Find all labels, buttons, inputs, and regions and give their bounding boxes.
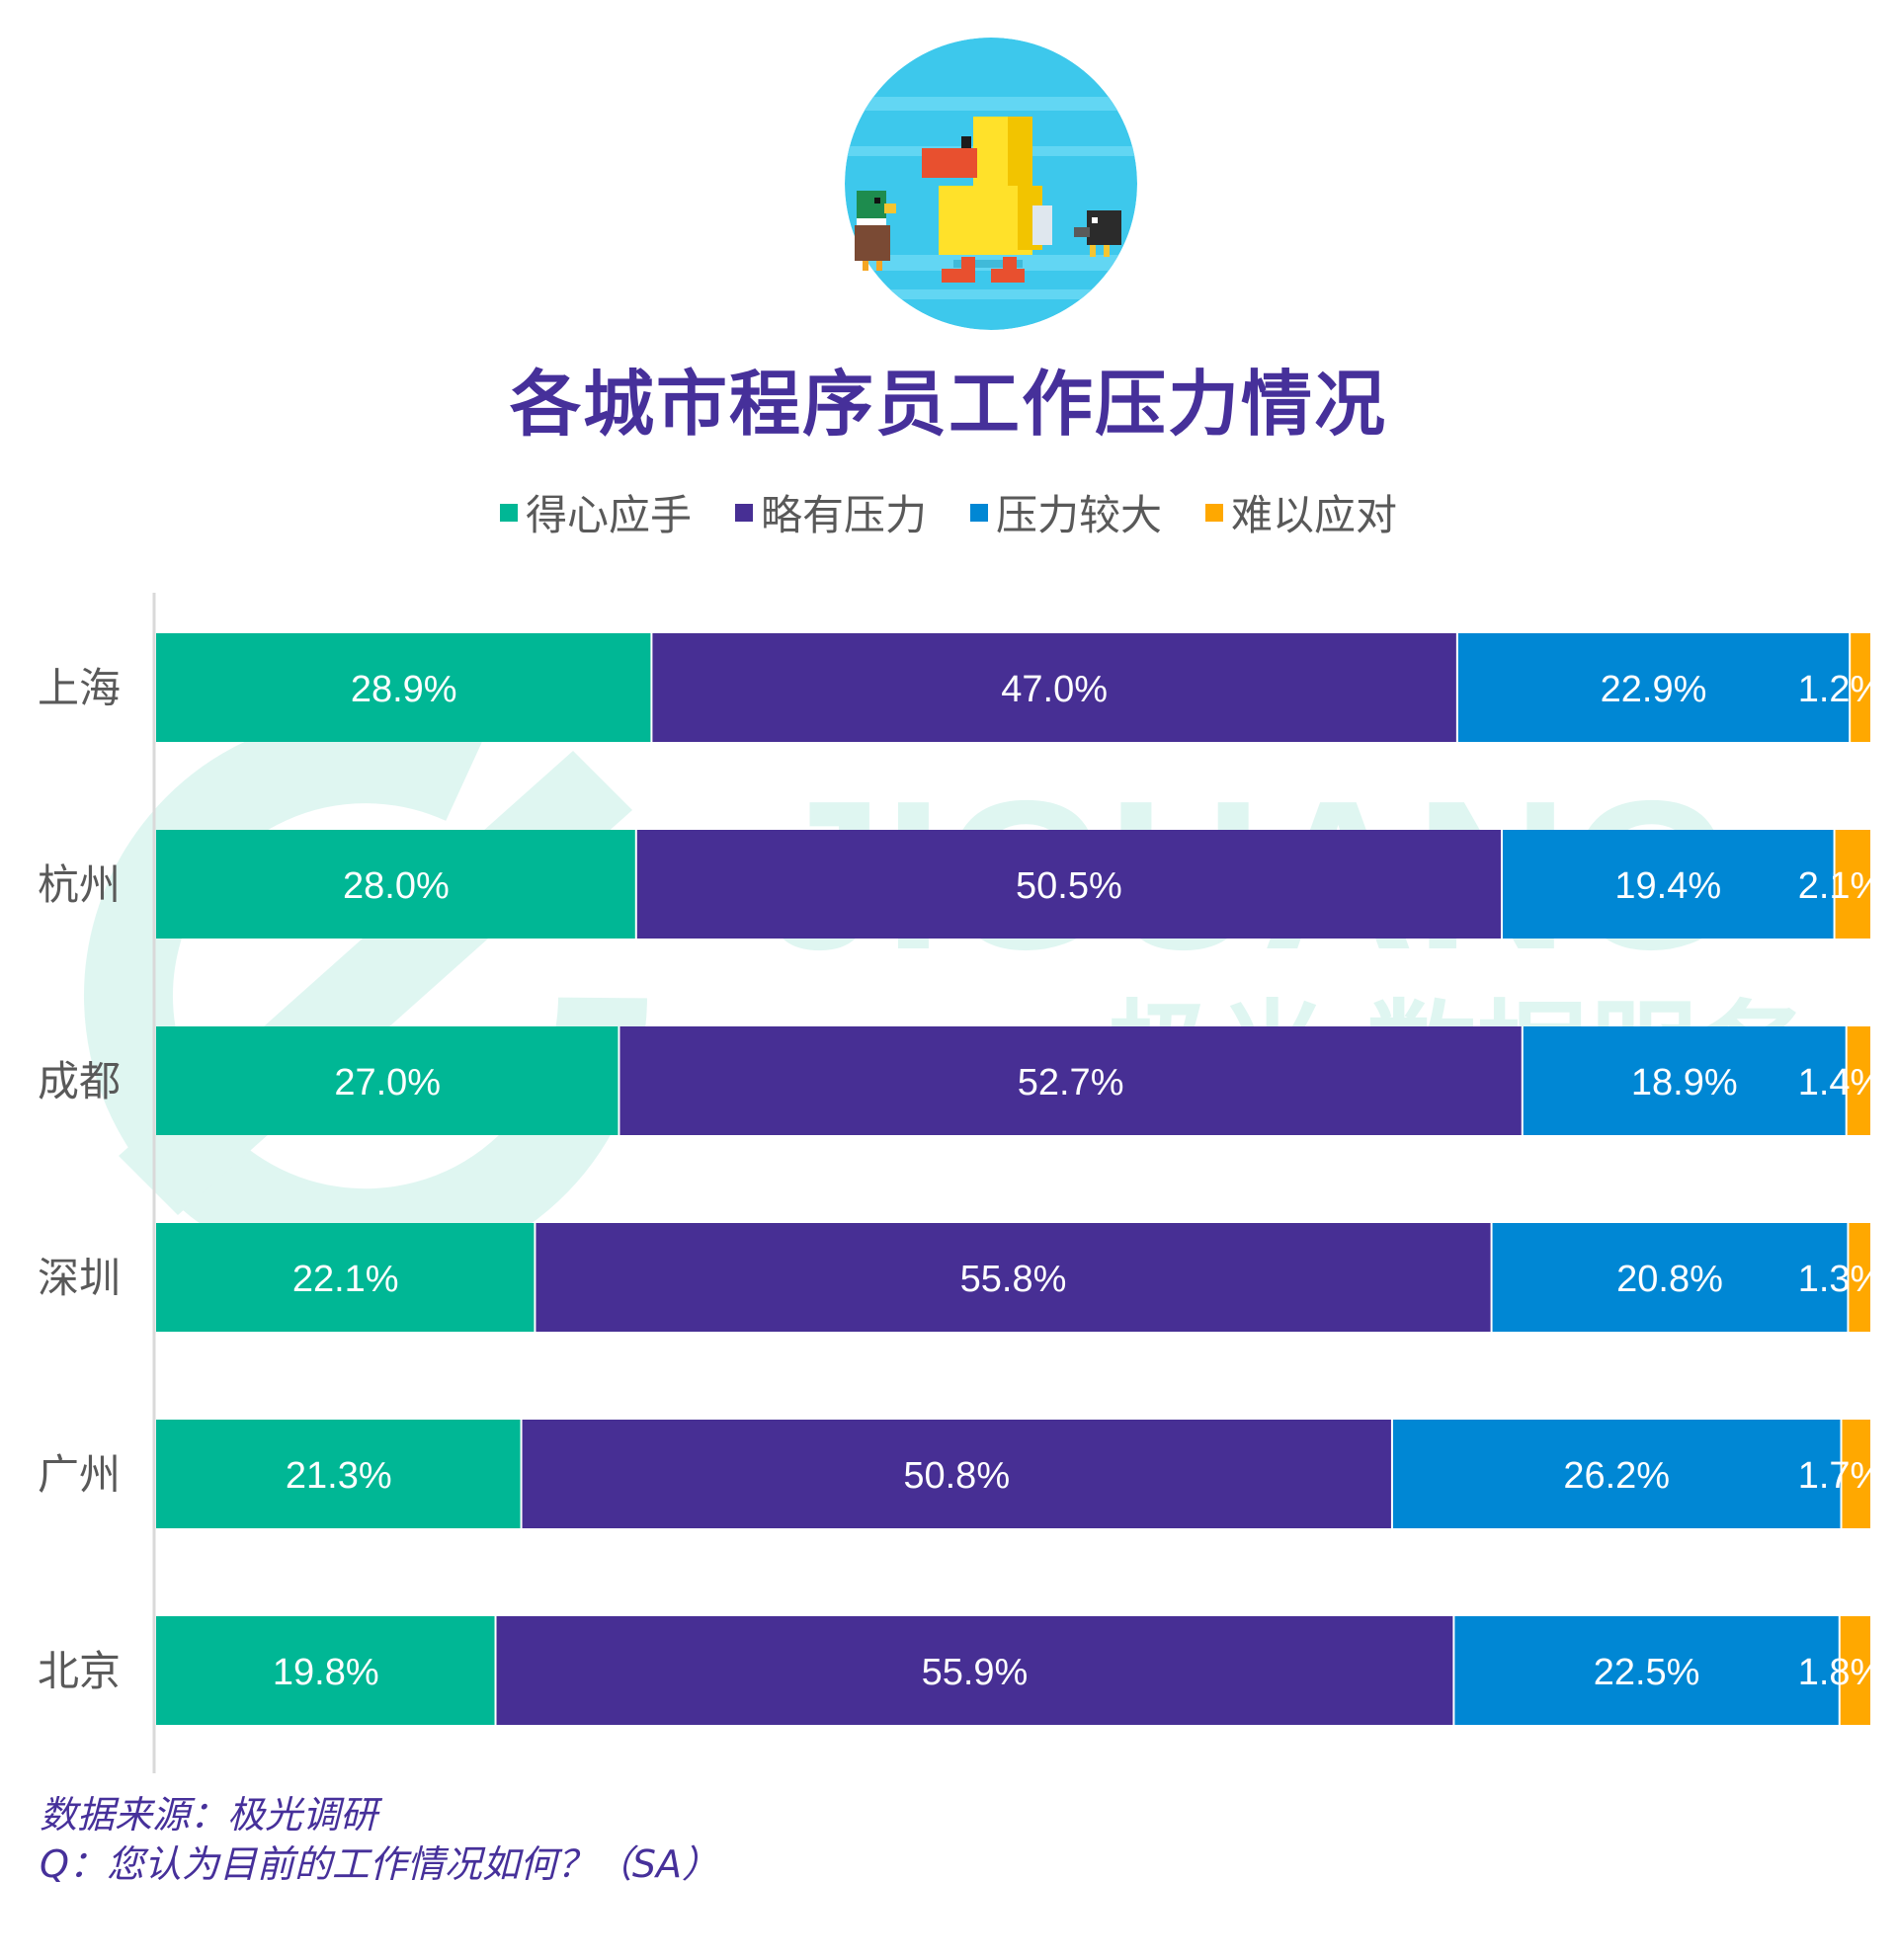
legend-swatch bbox=[1205, 503, 1224, 522]
data-label: 55.8% bbox=[960, 1259, 1067, 1300]
bar-segment bbox=[1850, 633, 1870, 742]
bar-segment bbox=[521, 1420, 1392, 1528]
category-label: 成都 bbox=[38, 1057, 121, 1105]
bar-segment bbox=[1834, 830, 1870, 939]
bar-segment bbox=[156, 633, 652, 742]
data-label: 47.0% bbox=[1001, 669, 1108, 710]
data-label: 2.1% bbox=[1798, 865, 1884, 907]
data-label: 55.9% bbox=[922, 1652, 1029, 1693]
bar-segment bbox=[535, 1223, 1492, 1332]
bar-segment bbox=[495, 1616, 1454, 1725]
pixel-duck-icon bbox=[922, 117, 1052, 283]
bar-segment bbox=[156, 1420, 522, 1528]
legend-label: 得心应手 bbox=[525, 491, 692, 539]
crow-icon bbox=[1074, 210, 1121, 257]
data-label: 1.3% bbox=[1798, 1259, 1884, 1300]
data-label: 19.4% bbox=[1614, 865, 1721, 907]
logo bbox=[845, 38, 1137, 330]
legend-label: 压力较大 bbox=[996, 491, 1163, 539]
bar-segment bbox=[1453, 1616, 1840, 1725]
data-label: 50.5% bbox=[1016, 865, 1122, 907]
bar-segment bbox=[1456, 633, 1851, 742]
bar-segment bbox=[1522, 1026, 1847, 1135]
category-label: 广州 bbox=[38, 1450, 121, 1499]
bar-segment bbox=[1841, 1420, 1870, 1528]
bar-segment bbox=[1491, 1223, 1849, 1332]
bar-segment bbox=[1846, 1026, 1870, 1135]
data-label: 28.9% bbox=[351, 669, 457, 710]
data-label: 52.7% bbox=[1018, 1062, 1124, 1103]
category-label: 杭州 bbox=[38, 860, 121, 909]
bar-segment bbox=[1848, 1223, 1870, 1332]
legend-item: 压力较大 bbox=[970, 482, 1162, 542]
data-label: 28.0% bbox=[343, 865, 450, 907]
category-label: 上海 bbox=[38, 664, 121, 712]
legend-label: 略有压力 bbox=[760, 491, 927, 539]
data-label: 22.5% bbox=[1594, 1652, 1700, 1693]
bar-segment bbox=[1501, 830, 1835, 939]
data-label: 1.4% bbox=[1798, 1062, 1884, 1103]
legend-item: 略有压力 bbox=[734, 482, 927, 542]
data-label: 1.2% bbox=[1798, 669, 1884, 710]
data-label: 19.8% bbox=[273, 1652, 379, 1693]
data-label: 20.8% bbox=[1616, 1259, 1723, 1300]
data-label: 18.9% bbox=[1631, 1062, 1738, 1103]
bar-segment bbox=[1391, 1420, 1842, 1528]
footer-source: 数据来源：极光调研 bbox=[40, 1793, 378, 1837]
data-label: 27.0% bbox=[334, 1062, 441, 1103]
category-label: 北京 bbox=[38, 1647, 121, 1695]
legend-swatch bbox=[499, 503, 518, 522]
data-label: 1.8% bbox=[1798, 1652, 1884, 1693]
bar-segment bbox=[651, 633, 1457, 742]
chart-title: 各城市程序员工作压力情况 bbox=[509, 363, 1387, 446]
bar-segment bbox=[156, 1026, 619, 1135]
bar-segment bbox=[1839, 1616, 1870, 1725]
legend-label: 难以应对 bbox=[1231, 491, 1398, 539]
data-label: 26.2% bbox=[1563, 1455, 1670, 1497]
mallard-icon bbox=[855, 191, 896, 271]
bar-segment bbox=[619, 1026, 1523, 1135]
category-label: 深圳 bbox=[38, 1254, 121, 1302]
legend: 得心应手 略有压力 压力较大 难以应对 bbox=[0, 482, 1897, 542]
bar-segment bbox=[156, 1616, 496, 1725]
legend-item: 得心应手 bbox=[499, 482, 692, 542]
legend-swatch bbox=[734, 503, 753, 522]
data-label: 1.7% bbox=[1798, 1455, 1884, 1497]
footer-question: Q：您认为目前的工作情况如何？（SA） bbox=[40, 1842, 720, 1886]
data-label: 22.9% bbox=[1601, 669, 1707, 710]
data-label: 50.8% bbox=[903, 1455, 1010, 1497]
bar-segment bbox=[635, 830, 1502, 939]
data-label: 21.3% bbox=[286, 1455, 392, 1497]
footer: 数据来源：极光调研 Q：您认为目前的工作情况如何？（SA） bbox=[40, 1790, 719, 1889]
legend-swatch bbox=[970, 503, 988, 522]
data-label: 22.1% bbox=[292, 1259, 399, 1300]
bar-segment bbox=[156, 830, 636, 939]
legend-item: 难以应对 bbox=[1205, 482, 1397, 542]
bar-segment bbox=[156, 1223, 536, 1332]
